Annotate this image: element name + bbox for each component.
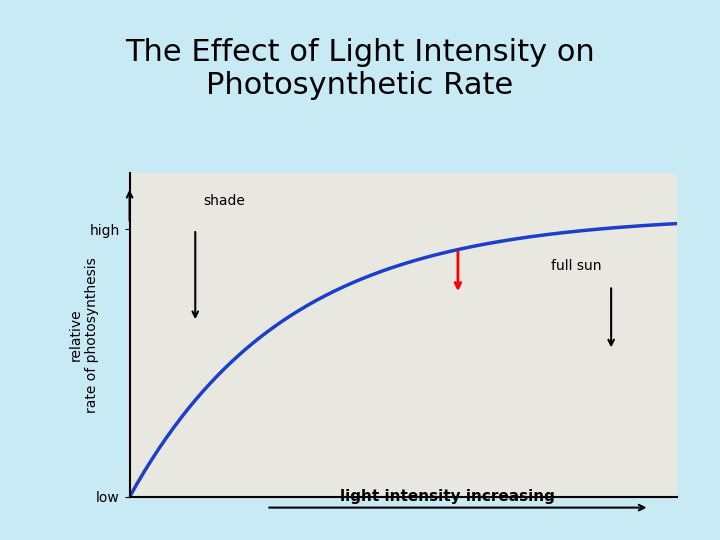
Text: The Effect of Light Intensity on
Photosynthetic Rate: The Effect of Light Intensity on Photosy…: [125, 38, 595, 100]
Text: light intensity increasing: light intensity increasing: [340, 489, 554, 504]
Text: full sun: full sun: [551, 259, 601, 273]
Text: shade: shade: [204, 194, 246, 208]
Y-axis label: relative
rate of photosynthesis: relative rate of photosynthesis: [69, 257, 99, 413]
